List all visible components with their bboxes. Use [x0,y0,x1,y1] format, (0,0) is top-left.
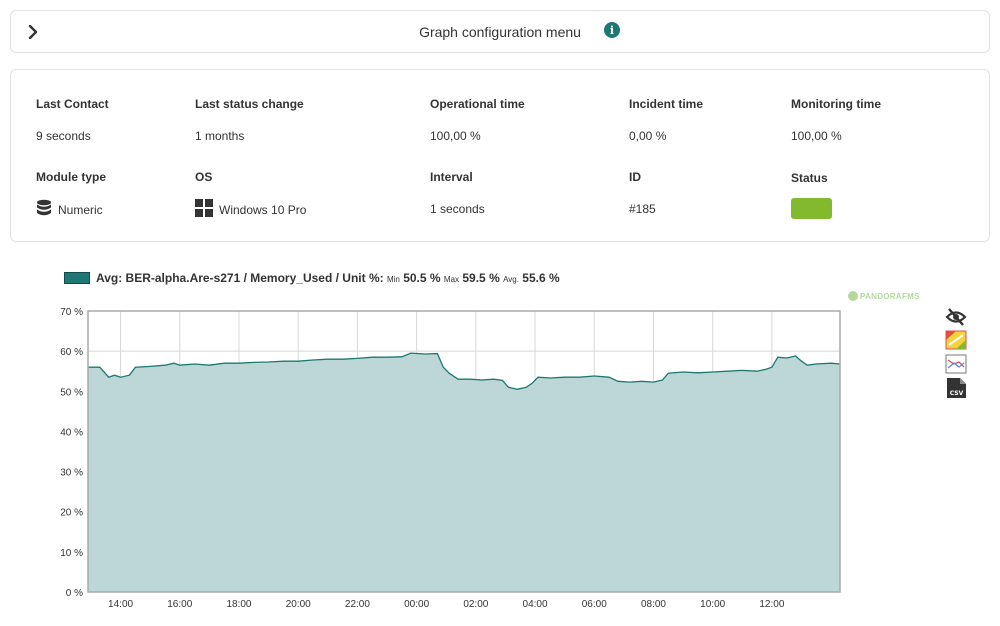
csv-export-icon[interactable]: CSV [945,377,967,399]
x-tick-label: 04:00 [523,599,548,610]
legend-max-label: Max [443,275,460,284]
legend-min-label: Min [386,275,400,284]
os-text: Windows 10 Pro [219,202,307,217]
database-icon [36,199,52,220]
legend-max-value: 59.5 % [462,271,500,285]
interval-value: 1 seconds [430,202,485,216]
legend-series-name: Avg: BER-alpha.Are-s271 / Memory_Used / … [96,271,384,285]
x-tick-label: 10:00 [700,599,725,610]
id-value: #185 [629,202,656,216]
series-area [88,353,840,592]
plot-frame [87,310,841,593]
incident-time-value: 0,00 % [629,129,667,143]
y-tick-label: 50 % [60,387,83,398]
pandorafms-watermark: PANDORAFMS [848,291,920,301]
y-tick-label: 10 % [60,548,83,559]
monitoring-time-value: 100,00 % [791,129,842,143]
x-tick-label: 06:00 [582,599,607,610]
chart-legend: Avg: BER-alpha.Are-s271 / Memory_Used / … [64,271,560,285]
operational-time-label: Operational time [430,97,525,111]
series-line [88,352,841,390]
operational-time-value: 100,00 % [430,129,481,143]
module-type-value: Numeric [36,199,103,220]
module-type-label: Module type [36,170,107,184]
y-tick-label: 20 % [60,508,83,519]
x-tick-label: 16:00 [167,599,192,610]
module-info-card: Last Contact Last status change Operatio… [10,69,990,242]
x-tick-label: 18:00 [226,599,251,610]
image-export-icon[interactable] [945,354,967,376]
x-tick-label: 22:00 [345,599,370,610]
monitoring-time-label: Monitoring time [791,97,881,111]
module-type-text: Numeric [58,202,103,217]
id-label: ID [629,170,641,184]
watermark-text: PANDORAFMS [860,291,920,301]
x-tick-label: 12:00 [759,599,784,610]
legend-avg-value: 55.6 % [522,271,560,285]
os-value: Windows 10 Pro [195,199,306,220]
x-tick-label: 00:00 [404,599,429,610]
legend-avg-label: Avg. [503,275,519,284]
interval-label: Interval [430,170,473,184]
zoom-graph-icon[interactable] [945,330,967,352]
y-tick-label: 40 % [60,427,83,438]
y-tick-label: 60 % [60,347,83,358]
y-tick-label: 0 % [66,588,83,599]
windows-icon [195,199,213,220]
last-contact-label: Last Contact [36,97,109,111]
last-status-change-value: 1 months [195,129,245,143]
y-tick-label: 70 % [60,307,83,318]
x-tick-label: 02:00 [463,599,488,610]
graph-config-bar[interactable]: Graph configuration menu i [10,10,990,53]
x-tick-label: 20:00 [286,599,311,610]
legend-text: Avg: BER-alpha.Are-s271 / Memory_Used / … [96,271,560,285]
x-tick-label: 08:00 [641,599,666,610]
expand-chevron-icon[interactable] [23,22,43,42]
hide-icon[interactable] [945,306,967,328]
status-badge [791,198,832,219]
legend-min-value: 50.5 % [403,271,441,285]
pandora-logo-icon [848,291,858,301]
legend-swatch [64,272,90,284]
x-axis: 14:00 16:00 18:00 20:00 22:00 00:00 02:00 04:00… [108,599,785,610]
x-tick-label: 14:00 [108,599,133,610]
last-status-change-label: Last status change [195,97,304,111]
y-tick-label: 30 % [60,468,83,479]
last-contact-value: 9 seconds [36,129,91,143]
os-label: OS [195,170,213,184]
y-axis: 0 % 10 % 20 % 30 % 40 % 50 % 60 % 70 % [60,307,83,599]
info-icon[interactable]: i [604,22,620,38]
svg-text:CSV: CSV [950,390,964,397]
status-label: Status [791,171,828,185]
config-menu-title[interactable]: Graph configuration menu [419,24,581,40]
incident-time-label: Incident time [629,97,704,111]
